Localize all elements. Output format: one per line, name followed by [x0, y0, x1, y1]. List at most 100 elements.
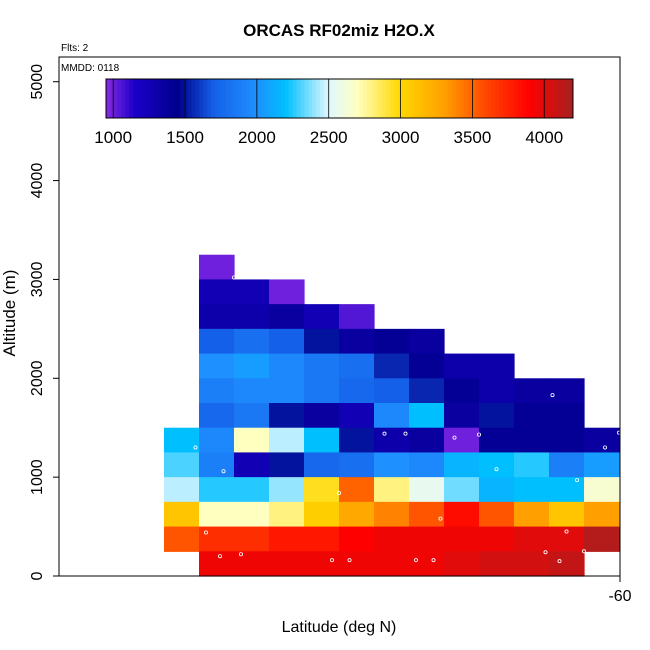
flight-marker	[494, 467, 499, 472]
color-swatch	[316, 79, 321, 118]
color-swatch	[444, 79, 449, 118]
heatmap-cell	[199, 551, 235, 577]
colorbar-tick-label: 1000	[94, 128, 132, 147]
color-swatch	[106, 79, 111, 118]
heatmap-cell	[409, 328, 445, 355]
heatmap-cell	[304, 477, 340, 503]
color-scale-bar: 1000 1500 2000 2500 3000 3500 4000	[94, 78, 574, 147]
color-swatch	[296, 79, 302, 118]
heatmap-cell	[549, 427, 585, 454]
heatmap-cell	[199, 452, 235, 478]
heatmap-cell	[269, 353, 305, 379]
flight-marker	[403, 431, 408, 436]
color-swatch	[133, 79, 138, 118]
heatmap-cell	[339, 378, 375, 404]
color-swatch	[561, 79, 566, 118]
colorbar-tick-label: 3000	[382, 128, 420, 147]
color-swatch	[183, 79, 189, 118]
color-swatch	[277, 79, 282, 118]
heatmap-cell	[304, 328, 340, 355]
color-swatch	[374, 79, 379, 118]
heatmap-cell	[374, 477, 410, 503]
color-swatch	[164, 79, 169, 118]
heatmap-cell	[199, 304, 235, 330]
flight-marker	[347, 558, 352, 563]
heatmap-cell	[444, 403, 480, 429]
heatmap-cell	[444, 452, 480, 478]
color-swatch	[257, 79, 263, 118]
color-swatch	[327, 79, 333, 118]
heatmap-cell	[409, 353, 445, 379]
heatmap-cell	[514, 452, 550, 478]
color-swatch	[304, 79, 309, 118]
heatmap-cell	[304, 452, 340, 478]
color-swatch	[242, 79, 247, 118]
heatmap-cell	[339, 477, 375, 503]
heatmap-cell	[479, 378, 515, 404]
colorbar-frame	[105, 78, 574, 119]
color-swatch	[230, 79, 235, 118]
flights-note: Flts: 2	[61, 43, 89, 54]
heatmap-cell	[409, 526, 445, 552]
color-swatch	[226, 79, 232, 118]
color-swatch	[117, 79, 123, 118]
heatmap-cell	[269, 304, 305, 330]
date-note: MMDD: 0118	[61, 63, 120, 74]
color-swatch	[417, 79, 422, 118]
color-swatch	[203, 79, 208, 118]
color-swatch	[129, 79, 134, 118]
heatmap-cell	[584, 526, 620, 552]
heatmap-cell	[549, 551, 585, 577]
y-axis: 0 1000 2000 3000 4000 5000	[29, 64, 60, 580]
color-swatch	[499, 79, 504, 118]
flight-marker	[543, 550, 548, 555]
heatmap-cell	[444, 427, 480, 454]
color-swatch	[386, 79, 391, 118]
color-swatch	[557, 79, 562, 118]
heatmap-cell	[269, 501, 305, 528]
flight-marker	[550, 393, 555, 398]
heatmap-cell	[374, 452, 410, 478]
colorbar-tick-label: 3500	[454, 128, 492, 147]
heatmap-cell	[304, 501, 340, 528]
color-swatch	[483, 79, 488, 118]
color-swatch	[121, 79, 126, 118]
heatmap-cell	[514, 501, 550, 528]
color-swatch	[261, 79, 267, 118]
color-swatch	[421, 79, 426, 118]
color-swatch	[323, 79, 329, 118]
heatmap-cell	[304, 551, 340, 577]
heatmap-cell	[339, 403, 375, 429]
heatmap-cell	[234, 427, 270, 454]
heatmap-cell	[339, 328, 375, 355]
heatmap-cell	[269, 403, 305, 429]
heatmap-cell	[479, 403, 515, 429]
heatmap-cell	[549, 403, 585, 429]
color-swatch	[358, 79, 364, 118]
color-swatch	[292, 79, 298, 118]
color-swatch	[335, 79, 340, 118]
y-tick-label: 3000	[29, 262, 46, 298]
flight-marker	[329, 558, 334, 563]
flight-marker	[413, 558, 418, 563]
color-swatch	[300, 79, 305, 118]
color-swatch	[113, 79, 119, 118]
color-swatch	[382, 79, 387, 118]
heatmap-cell	[234, 501, 270, 528]
color-swatch	[378, 79, 383, 118]
heatmap-cell	[584, 501, 620, 528]
color-swatch	[491, 79, 496, 118]
color-swatch	[253, 79, 259, 118]
color-swatch	[464, 79, 469, 118]
y-axis-label: Altitude (m)	[0, 270, 19, 357]
heatmap-cell	[374, 353, 410, 379]
color-swatch	[569, 79, 574, 118]
color-swatch	[347, 79, 352, 118]
heatmap-cell	[514, 551, 550, 577]
flight-marker	[336, 490, 341, 495]
heatmap-cell	[549, 501, 585, 528]
heatmap-cell	[164, 452, 200, 478]
heatmap-cell	[514, 477, 550, 503]
flight-marker	[179, 360, 184, 365]
heatmap-cell	[304, 526, 340, 552]
